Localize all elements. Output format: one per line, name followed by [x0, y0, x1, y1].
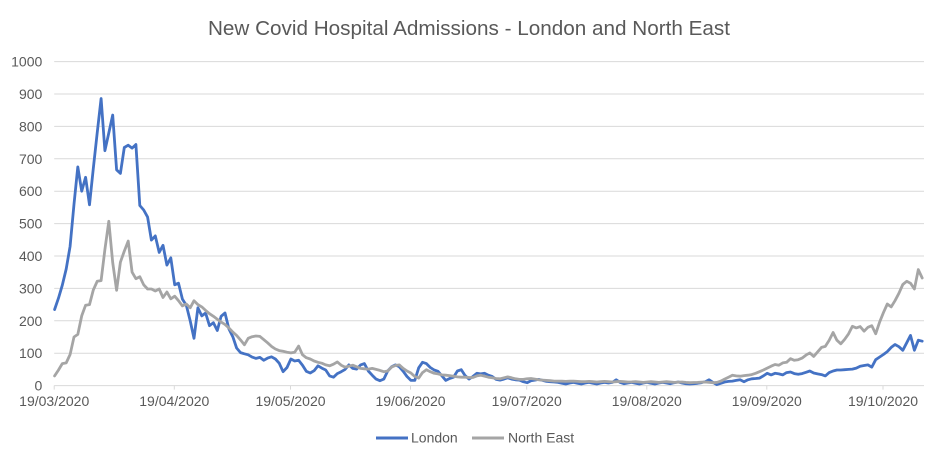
svg-text:100: 100 — [19, 345, 43, 361]
svg-text:19/07/2020: 19/07/2020 — [492, 393, 562, 409]
svg-text:300: 300 — [19, 280, 43, 296]
svg-text:900: 900 — [19, 86, 43, 102]
svg-text:19/10/2020: 19/10/2020 — [848, 393, 918, 409]
svg-text:19/06/2020: 19/06/2020 — [375, 393, 445, 409]
svg-text:19/08/2020: 19/08/2020 — [612, 393, 682, 409]
svg-text:1000: 1000 — [11, 54, 42, 70]
svg-text:New Covid Hospital Admissions: New Covid Hospital Admissions - London a… — [208, 17, 730, 40]
svg-text:19/09/2020: 19/09/2020 — [732, 393, 802, 409]
svg-text:800: 800 — [19, 118, 43, 134]
svg-text:19/03/2020: 19/03/2020 — [19, 393, 89, 409]
svg-text:500: 500 — [19, 216, 43, 232]
svg-text:400: 400 — [19, 248, 43, 264]
svg-text:London: London — [411, 430, 458, 446]
svg-text:0: 0 — [35, 378, 43, 394]
svg-text:19/04/2020: 19/04/2020 — [139, 393, 209, 409]
svg-text:600: 600 — [19, 183, 43, 199]
svg-text:19/05/2020: 19/05/2020 — [255, 393, 325, 409]
svg-text:700: 700 — [19, 151, 43, 167]
svg-text:North East: North East — [508, 430, 574, 446]
svg-text:200: 200 — [19, 313, 43, 329]
